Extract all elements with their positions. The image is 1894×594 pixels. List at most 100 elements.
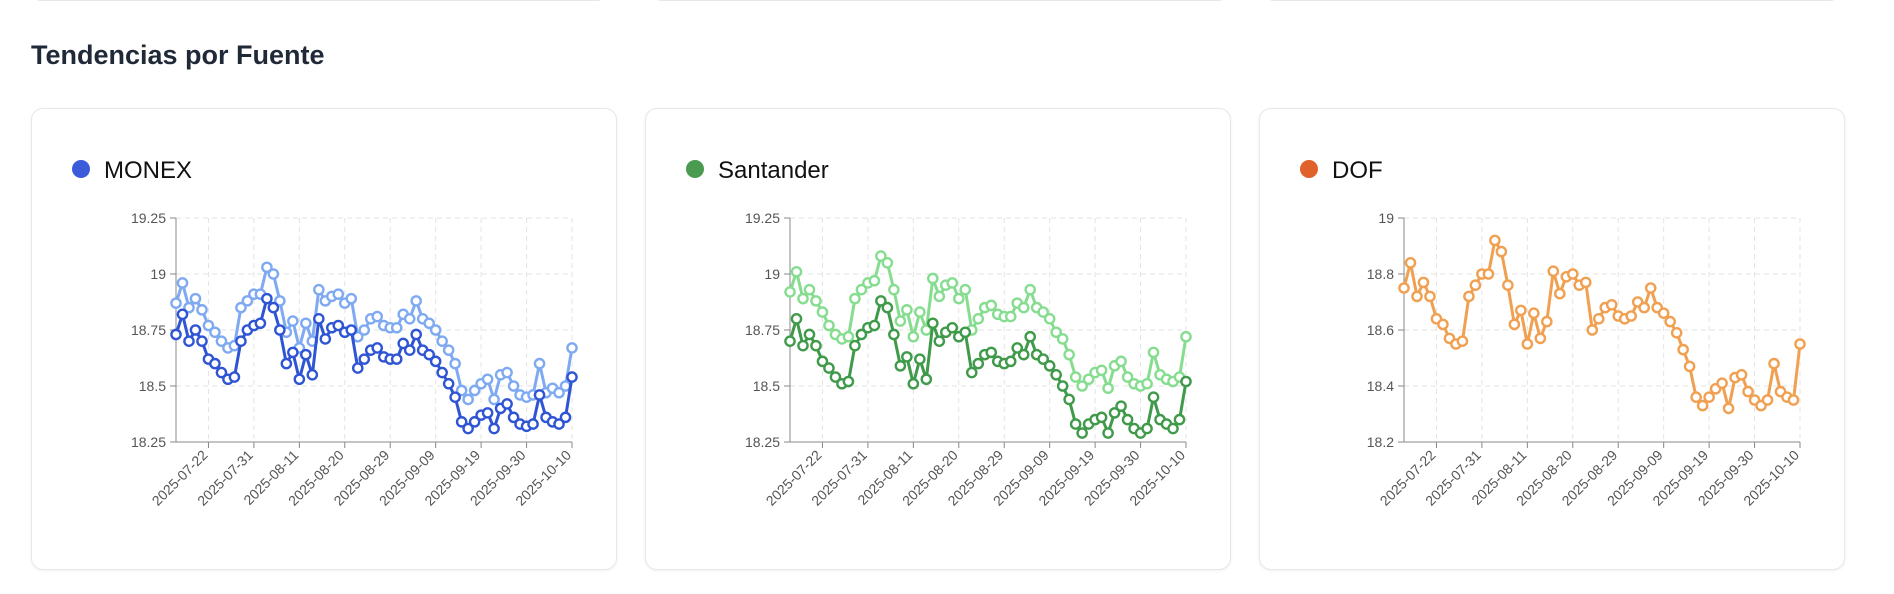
point — [261, 292, 273, 305]
point — [390, 321, 403, 334]
point — [300, 317, 312, 330]
point — [1683, 360, 1696, 373]
point — [784, 335, 796, 347]
point — [881, 256, 894, 269]
point — [1102, 427, 1114, 439]
point — [972, 312, 985, 325]
point — [170, 297, 182, 309]
point — [1417, 276, 1430, 289]
point — [797, 292, 809, 305]
point — [1173, 413, 1186, 426]
point — [927, 317, 939, 330]
point — [176, 277, 189, 289]
point — [1076, 427, 1088, 439]
section-title: Tendencias por Fuente — [31, 40, 325, 70]
point — [1677, 343, 1689, 356]
point — [436, 366, 448, 379]
point — [351, 362, 364, 374]
point — [1050, 326, 1062, 339]
y-tick-label: 18.5 — [139, 378, 166, 394]
point — [442, 344, 455, 356]
point — [1024, 330, 1036, 343]
point — [855, 328, 868, 341]
point — [1670, 326, 1683, 339]
y-tick-label: 19.25 — [745, 210, 780, 226]
point — [816, 306, 829, 318]
point — [842, 375, 855, 388]
point — [1004, 355, 1017, 368]
point — [533, 357, 546, 370]
point — [254, 317, 267, 330]
point — [1703, 391, 1715, 404]
point — [442, 377, 455, 390]
point — [868, 319, 881, 332]
y-tick-label: 18.5 — [753, 378, 780, 394]
point — [803, 283, 816, 296]
point — [319, 333, 332, 345]
point — [1742, 385, 1754, 398]
point — [1069, 371, 1082, 383]
point — [1424, 290, 1436, 303]
point — [267, 268, 280, 280]
point — [410, 295, 422, 307]
point — [1528, 307, 1540, 319]
point — [455, 384, 468, 397]
point — [429, 355, 442, 368]
point — [933, 290, 946, 303]
point — [1547, 265, 1560, 277]
point — [901, 351, 913, 363]
point — [1502, 279, 1514, 291]
point — [803, 328, 816, 341]
point — [287, 346, 299, 359]
point — [1011, 342, 1024, 354]
point — [946, 321, 959, 334]
point — [1768, 357, 1780, 370]
point — [1095, 411, 1108, 424]
point — [920, 373, 933, 386]
point — [1141, 377, 1153, 390]
point — [894, 360, 907, 372]
point — [855, 283, 868, 296]
point — [1657, 307, 1670, 319]
series-line — [788, 299, 1188, 435]
point — [345, 292, 358, 305]
point — [468, 384, 481, 397]
point — [1566, 268, 1579, 280]
point — [1102, 382, 1114, 395]
point — [1638, 301, 1650, 314]
point — [894, 315, 907, 327]
point — [1696, 399, 1709, 412]
point — [267, 301, 280, 314]
point — [810, 295, 822, 307]
point — [215, 366, 228, 379]
chart-card: Santander 19.25 19 18.75 18.5 18.25 2025-07-22… — [645, 108, 1231, 570]
point — [261, 261, 273, 274]
point — [965, 366, 978, 379]
point — [1482, 268, 1495, 280]
point — [907, 330, 920, 343]
point — [345, 324, 358, 336]
point — [202, 319, 215, 332]
point — [1794, 338, 1806, 350]
point — [952, 292, 965, 305]
point — [332, 319, 345, 332]
point — [1469, 279, 1482, 291]
point — [959, 283, 972, 296]
point — [170, 328, 182, 341]
point — [1056, 333, 1069, 345]
point — [1037, 306, 1049, 318]
point — [449, 391, 461, 404]
y-tick-label: 19 — [150, 266, 166, 282]
point — [1121, 413, 1134, 426]
point — [784, 286, 796, 298]
point — [455, 416, 468, 428]
point — [881, 301, 894, 314]
point — [875, 295, 887, 307]
point — [403, 344, 416, 356]
point — [1605, 298, 1618, 311]
point — [1063, 393, 1075, 406]
point — [507, 411, 520, 424]
point — [1787, 394, 1800, 406]
point — [1398, 282, 1410, 294]
